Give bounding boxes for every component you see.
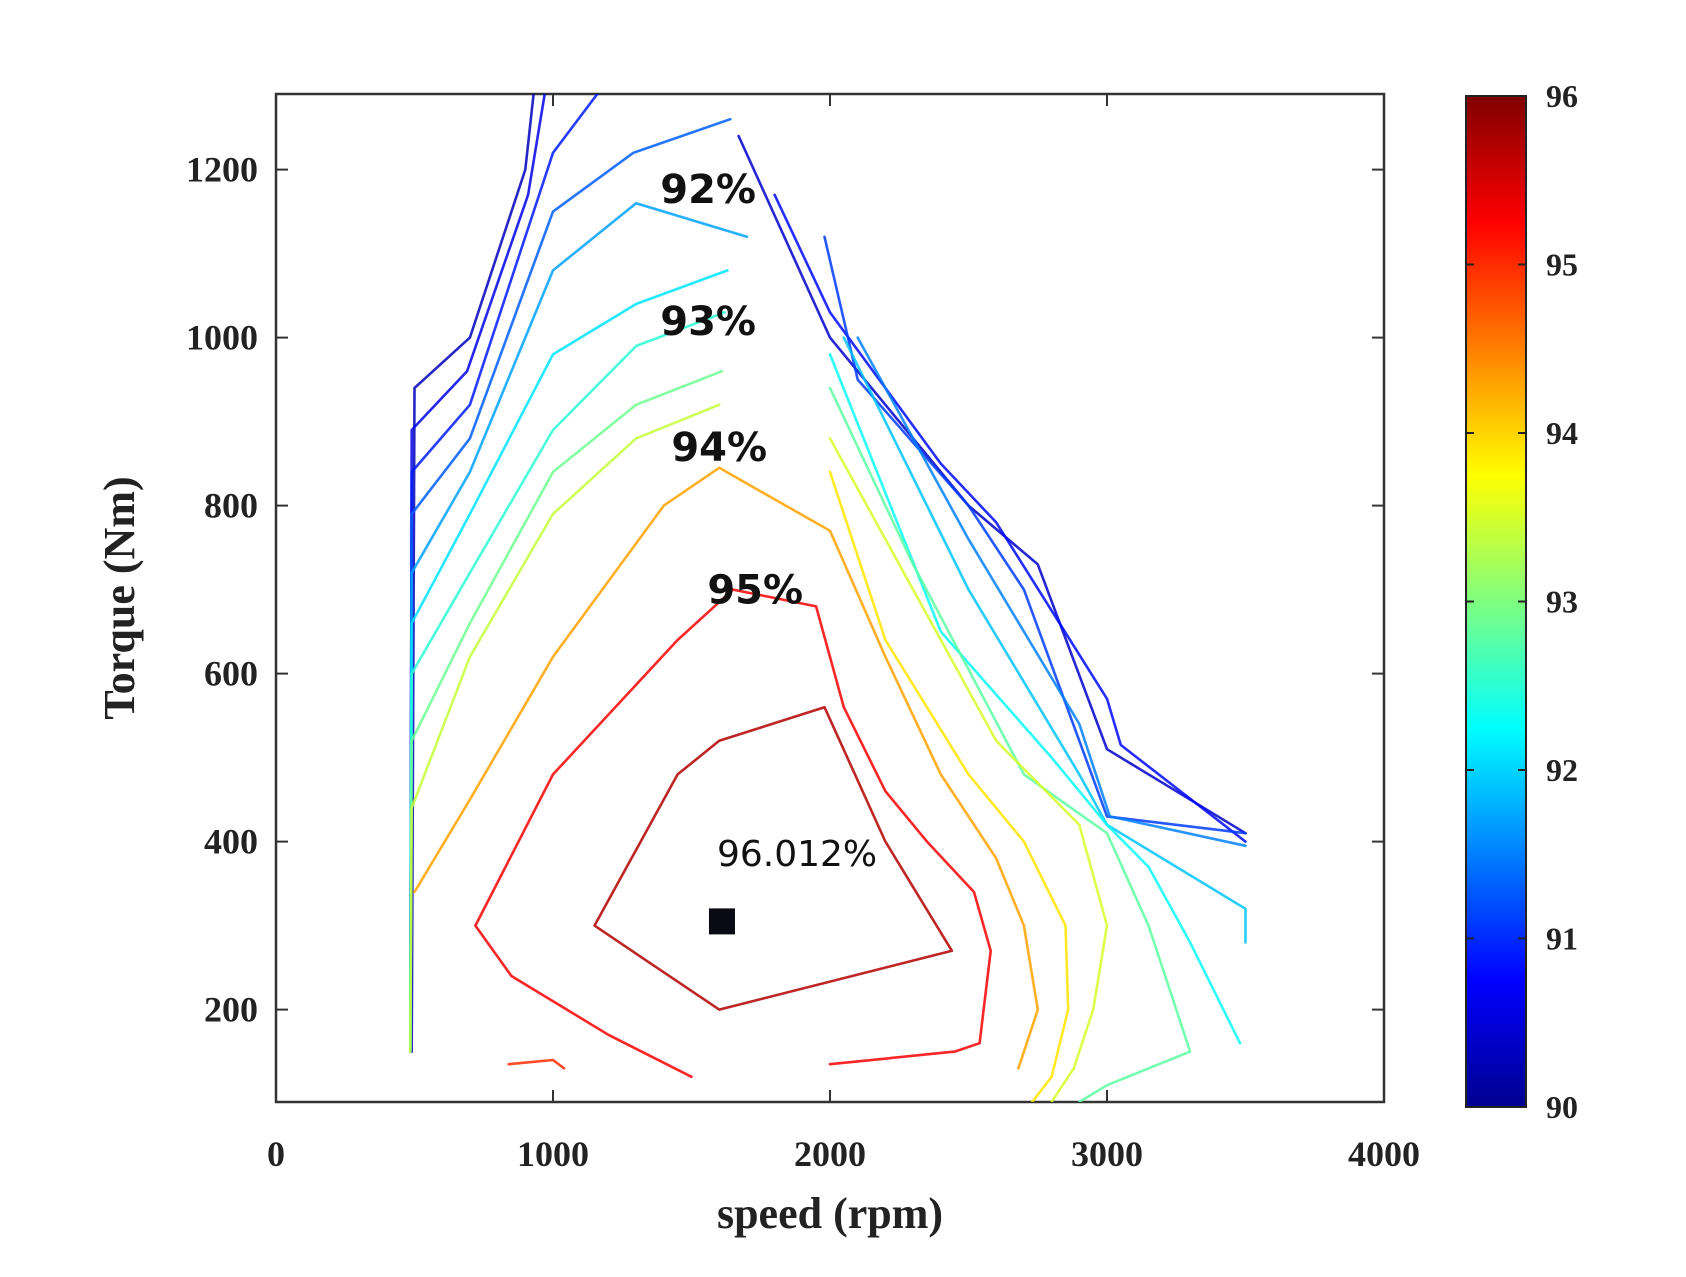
colorbar-gradient bbox=[1465, 95, 1527, 1108]
contour-line-19 bbox=[828, 386, 1192, 1102]
contour-line-6 bbox=[408, 311, 727, 1053]
y-tick-label: 1200 bbox=[186, 150, 258, 190]
axis-ticks bbox=[275, 94, 1385, 1102]
contour-line-12 bbox=[507, 1058, 566, 1070]
y-axis-title: Torque (Nm) bbox=[95, 476, 144, 719]
x-tick-label: 0 bbox=[267, 1134, 285, 1174]
contour-label: 93% bbox=[660, 299, 756, 345]
y-tick-label: 400 bbox=[204, 822, 258, 862]
x-tick-label: 1000 bbox=[517, 1134, 589, 1174]
contour-line-7 bbox=[408, 369, 724, 1053]
contour-line-20 bbox=[828, 437, 1109, 1102]
y-tick-label: 800 bbox=[204, 486, 258, 526]
contour-line-18 bbox=[828, 353, 1242, 1045]
colorbar-tick-label: 93 bbox=[1546, 584, 1578, 620]
contour-line-11 bbox=[593, 705, 954, 1011]
contour-line-16 bbox=[856, 336, 1247, 848]
contour-line-0 bbox=[410, 94, 535, 1053]
colorbar-tick-labels: 90 91 92 93 94 95 96 bbox=[1546, 78, 1578, 1125]
contour-label: 95% bbox=[707, 568, 803, 614]
colorbar-ticks bbox=[1466, 95, 1526, 1108]
contour-line-10 bbox=[474, 588, 993, 1079]
colorbar-tick-label: 95 bbox=[1546, 247, 1578, 283]
colorbar-tick-label: 90 bbox=[1546, 1089, 1578, 1125]
colorbar-tick-label: 94 bbox=[1546, 415, 1578, 451]
contour-line-17 bbox=[842, 336, 1247, 944]
y-tick-label: 600 bbox=[204, 654, 258, 694]
contour-label: 94% bbox=[671, 425, 767, 471]
x-tick-labels: 0 1000 2000 3000 4000 bbox=[267, 1134, 1420, 1174]
contour-lines bbox=[408, 94, 1247, 1102]
x-tick-label: 2000 bbox=[794, 1134, 866, 1174]
colorbar-tick-label: 91 bbox=[1546, 921, 1578, 957]
y-tick-label: 200 bbox=[204, 990, 258, 1030]
optimum-point-marker bbox=[708, 908, 735, 935]
x-tick-label: 4000 bbox=[1348, 1134, 1420, 1174]
optimum-marker-group: 96.012% bbox=[708, 834, 877, 935]
y-tick-labels: 200 400 600 800 1000 1200 bbox=[186, 150, 258, 1030]
colorbar: 90 91 92 93 94 95 96 bbox=[1465, 78, 1578, 1125]
contour-labels: 92% 93% 94% 95% bbox=[660, 167, 803, 614]
contour-line-14 bbox=[773, 193, 1247, 843]
x-axis-title: speed (rpm) bbox=[717, 1189, 943, 1238]
contour-label: 92% bbox=[660, 167, 756, 213]
colorbar-tick-label: 96 bbox=[1546, 78, 1578, 114]
colorbar-tick-label: 92 bbox=[1546, 752, 1578, 788]
plot-frame bbox=[274, 92, 1386, 1104]
x-tick-label: 3000 bbox=[1071, 1134, 1143, 1174]
optimum-efficiency-label: 96.012% bbox=[717, 834, 877, 875]
contour-line-8 bbox=[408, 403, 721, 1053]
contour-line-9 bbox=[413, 466, 1040, 1070]
y-tick-label: 1000 bbox=[186, 318, 258, 358]
contour-line-21 bbox=[828, 470, 1070, 1102]
